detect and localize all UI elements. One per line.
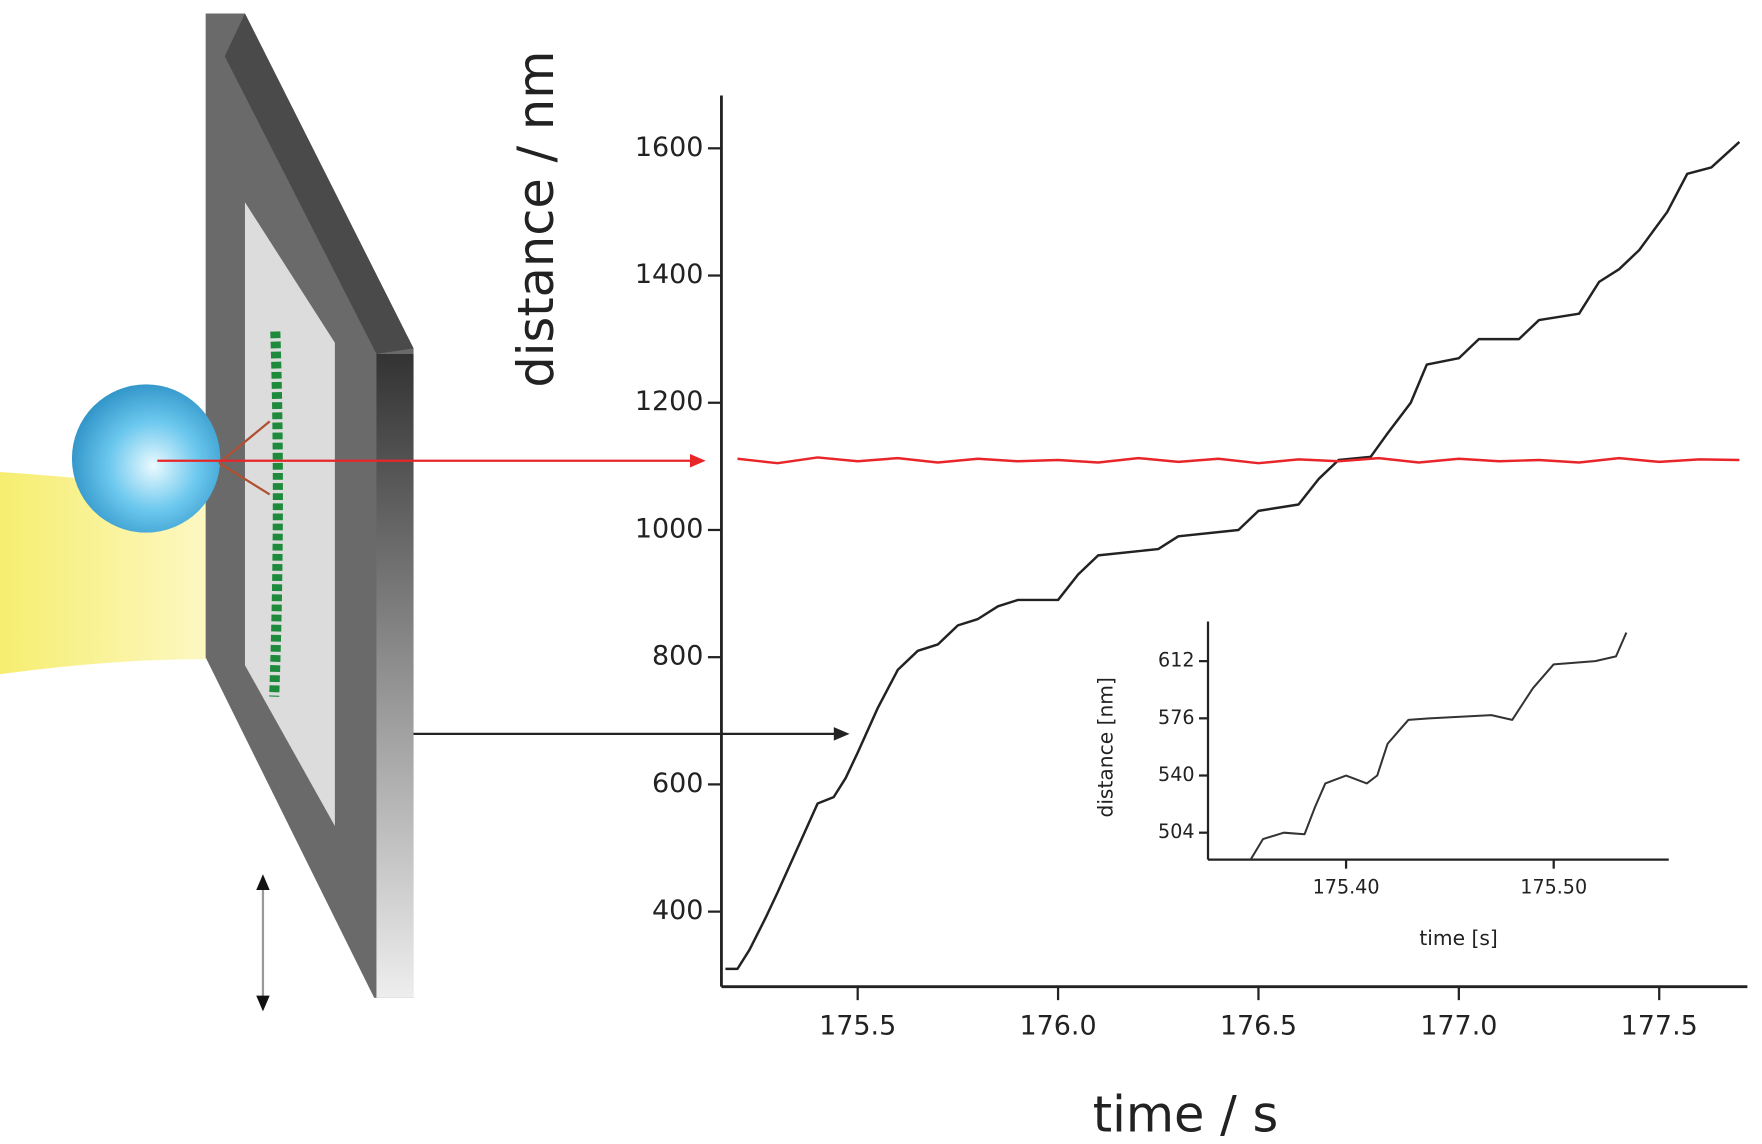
y-tick-label: 600 (652, 768, 703, 799)
red-arrow-head (689, 454, 706, 468)
data-line (737, 456, 1740, 465)
x-tick-label: 175.50 (1520, 875, 1587, 898)
y-tick-label: 1000 (635, 513, 704, 544)
y-tick-label: 400 (652, 895, 703, 926)
bead (71, 384, 221, 533)
x-tick-label: 175.5 (819, 1011, 896, 1042)
x-tick-label: 176.5 (1220, 1011, 1297, 1042)
motion-arrow-head (256, 874, 270, 891)
tether (218, 420, 271, 496)
setup-illustration (0, 13, 850, 1012)
y-tick-label: 1400 (635, 259, 704, 290)
x-tick-label: 176.0 (1019, 1011, 1096, 1042)
data-line (725, 141, 1741, 971)
x-tick-label: 177.0 (1420, 1011, 1497, 1042)
y-tick-label: 800 (652, 641, 703, 672)
y-tick-label: 576 (1158, 706, 1194, 729)
frame-edge (376, 353, 414, 998)
y-tick-label: 612 (1158, 649, 1194, 672)
y-axis-label: distance / nm (507, 51, 565, 388)
molecule (269, 331, 283, 697)
data-line (1249, 632, 1628, 861)
black-arrow-head (833, 727, 850, 741)
x-axis-label: time / s (1093, 1086, 1279, 1144)
x-axis-label: time [s] (1419, 926, 1497, 950)
motion-arrow-head (256, 995, 270, 1012)
y-tick-label: 540 (1158, 763, 1194, 786)
y-tick-label: 1200 (635, 386, 704, 417)
window (244, 202, 335, 826)
x-tick-label: 175.40 (1313, 875, 1380, 898)
x-tick-label: 177.5 (1621, 1011, 1698, 1042)
y-tick-label: 1600 (635, 132, 704, 163)
y-tick-label: 504 (1158, 820, 1194, 843)
frame-top (224, 13, 414, 354)
y-axis-label: distance [nm] (1093, 677, 1117, 817)
